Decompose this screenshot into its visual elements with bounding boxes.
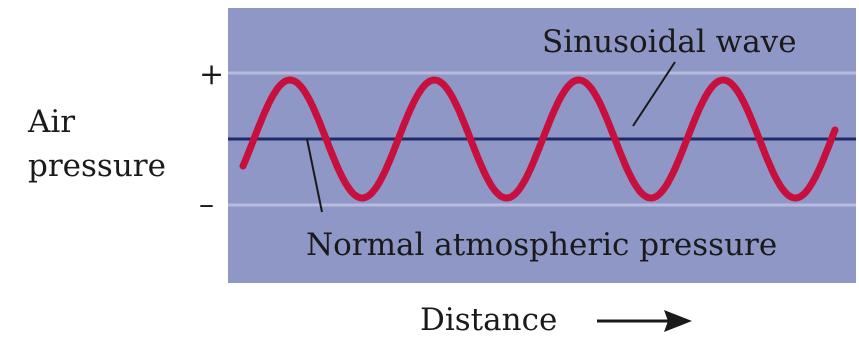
minus-marker: – xyxy=(199,187,214,222)
y-axis-label-line1: Air xyxy=(27,104,75,140)
y-axis-label-line2: pressure xyxy=(28,148,166,184)
baseline-label-pointer xyxy=(306,138,323,213)
baseline-label: Normal atmospheric pressure xyxy=(306,227,777,263)
wave-label: Sinusoidal wave xyxy=(542,24,797,60)
plus-marker: + xyxy=(199,57,224,92)
sinusoidal-wave xyxy=(239,76,839,202)
x-axis-label: Distance xyxy=(420,302,557,337)
wave-label-pointer xyxy=(632,61,676,127)
distance-arrow-icon xyxy=(597,310,692,332)
